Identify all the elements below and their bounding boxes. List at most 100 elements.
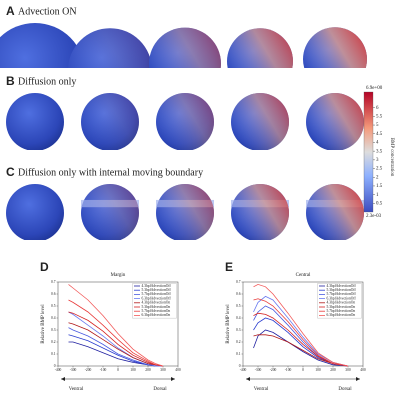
colorbar-tick-label: 6 — [376, 106, 379, 111]
sphere — [6, 93, 64, 150]
sphere-cap — [231, 184, 289, 240]
x-tick-label: 100 — [315, 368, 321, 372]
sphere — [149, 27, 221, 68]
colorbar-tick-label: 4 — [376, 141, 379, 146]
x-tick-label: 400 — [175, 368, 181, 372]
x-tick-label: 0 — [117, 368, 119, 372]
y-tick-label: 0.3 — [51, 328, 56, 332]
sphere-cap — [156, 93, 214, 150]
colorbar-tick-label: 3 — [376, 158, 379, 163]
colorbar-tick-label: 0.5 — [376, 201, 383, 206]
x-tick-label: -200 — [270, 368, 277, 372]
colorbar-tick-label: 4.5 — [376, 132, 383, 137]
sphere — [227, 28, 293, 68]
series-line — [68, 322, 164, 367]
sphere-cap — [306, 93, 364, 150]
colorbar-tick-label: 1 — [376, 193, 379, 198]
sphere-cap — [149, 27, 221, 68]
colorbar-tick-label: 5.5 — [376, 114, 383, 119]
legend-box — [317, 283, 362, 319]
legend-label: 5.7hpfAdvectionOn — [327, 309, 356, 313]
sphere — [81, 184, 139, 240]
colorbar-max: 6.9e+00 — [366, 86, 383, 91]
sphere-cap — [227, 28, 293, 68]
x-tick-label: -100 — [285, 368, 292, 372]
series-line — [253, 298, 349, 367]
panel-letter: C — [6, 165, 15, 179]
series-line — [68, 284, 164, 367]
panel-letter: E — [225, 260, 233, 274]
x-tick-label: 200 — [145, 368, 151, 372]
y-tick-label: 0.4 — [51, 316, 56, 320]
y-tick-label: 0.6 — [51, 292, 56, 296]
colorbar-min: 2.3e-03 — [366, 214, 382, 219]
panel-letter: A — [6, 4, 15, 18]
sphere — [0, 23, 85, 68]
colorbar-tick-label: 5 — [376, 123, 379, 128]
sphere-cap — [81, 93, 139, 150]
sphere-cap — [156, 184, 214, 240]
colorbar-tick-label: 3.5 — [376, 149, 383, 154]
y-tick-label: 0.7 — [236, 280, 241, 284]
x-tick-label: 300 — [160, 368, 166, 372]
y-tick-label: 0.5 — [51, 304, 56, 308]
colorbar-tick-label: 2 — [376, 175, 379, 180]
x-tick-label: -300 — [255, 368, 262, 372]
legend-label: 5.7hpfAdvectionOn — [142, 309, 171, 313]
sphere — [231, 184, 289, 240]
legend-label: 4.3hpfAdvectionOn — [327, 301, 356, 305]
sphere-cap — [81, 184, 139, 240]
y-tick-label: 0.4 — [236, 316, 241, 320]
sphere — [81, 93, 139, 150]
y-tick-label: 0.6 — [236, 292, 241, 296]
legend-label: 6.3hpfAdvectionOff — [142, 296, 172, 300]
chart-title: Margin — [111, 273, 126, 278]
series-line — [253, 283, 349, 367]
direction-label: Ventral — [69, 387, 84, 392]
legend-label: 4.3hpfAdvectionOff — [142, 284, 172, 288]
colorbar-tick-label: 1.5 — [376, 184, 383, 189]
x-tick-label: -200 — [85, 368, 92, 372]
colorbar-tick-label: 2.5 — [376, 167, 383, 172]
legend-label: 6.3hpfAdvectionOn — [142, 313, 171, 317]
y-tick-label: 0.2 — [236, 340, 241, 344]
y-tick-label: 0 — [54, 364, 56, 368]
sphere-cap — [68, 28, 152, 68]
panel-title: Diffusion only with internal moving boun… — [18, 167, 203, 178]
x-tick-label: -100 — [100, 368, 107, 372]
legend-label: 5.7hpfAdvectionOff — [142, 292, 172, 296]
sphere-cap — [231, 93, 289, 150]
y-axis-label: Relative BMP level — [41, 304, 46, 344]
direction-label: Ventral — [254, 387, 269, 392]
direction-label: Dorsal — [153, 387, 167, 392]
y-tick-label: 0.7 — [51, 280, 56, 284]
y-axis-label: Relative BMP level — [226, 304, 231, 344]
chart-title: Central — [296, 273, 311, 278]
legend-label: 5.3hpfAdvectionOn — [142, 305, 171, 309]
sphere — [156, 184, 214, 240]
legend-label: 5.3hpfAdvectionOff — [327, 288, 357, 292]
panel-letter: D — [40, 260, 49, 274]
sphere — [303, 27, 367, 68]
legend-label: 6.3hpfAdvectionOff — [327, 296, 357, 300]
legend-label: 5.3hpfAdvectionOn — [327, 305, 356, 309]
x-tick-label: -300 — [70, 368, 77, 372]
legend-box — [132, 283, 177, 319]
sphere — [306, 184, 364, 240]
sphere-cap — [306, 184, 364, 240]
legend-label: 4.3hpfAdvectionOff — [327, 284, 357, 288]
panel-title: Diffusion only — [18, 76, 76, 87]
x-tick-label: -400 — [55, 368, 62, 372]
y-tick-label: 0.1 — [236, 352, 241, 356]
sphere-body — [6, 184, 64, 240]
colorbar-label: BMP concentration — [389, 138, 394, 177]
panel-title: Advection ON — [18, 6, 77, 17]
sphere-body — [0, 23, 85, 68]
y-tick-label: 0.1 — [51, 352, 56, 356]
panel-letter: B — [6, 74, 15, 88]
simulation-images — [0, 23, 367, 240]
y-tick-label: 0 — [239, 364, 241, 368]
series-line — [68, 299, 164, 367]
sphere — [6, 184, 64, 240]
